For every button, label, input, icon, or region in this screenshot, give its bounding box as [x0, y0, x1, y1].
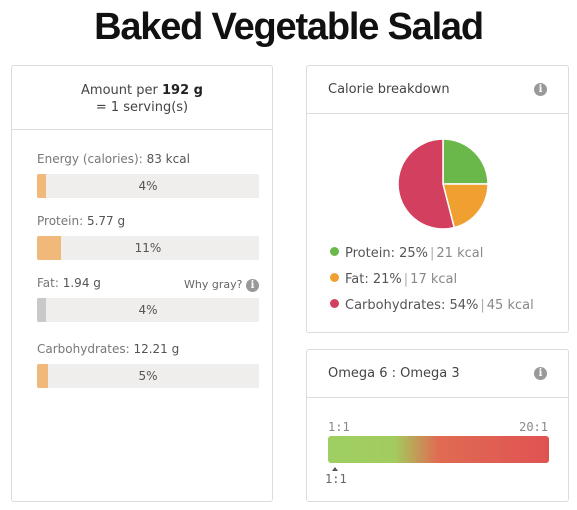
amount-prefix: Amount per [81, 83, 158, 98]
legend-carbohydrates: Carbohydrates: 54% | 45 kcal [330, 298, 534, 313]
scale-max-label: 20:1 [519, 420, 548, 434]
nutrient-label: Energy (calories): [37, 152, 143, 166]
scale-min-label: 1:1 [328, 420, 350, 434]
fat-dot [330, 273, 339, 282]
legend-label: Carbohydrates: [345, 298, 446, 313]
amount-weight: 192 g [162, 83, 203, 98]
nutrient-label: Fat: [37, 276, 59, 290]
omega-title: Omega 6 : Omega 3 [328, 366, 460, 381]
nutrient-label: Carbohydrates: [37, 342, 130, 356]
legend-percent: 54% [449, 298, 479, 313]
nutrient-value: 5.77 g [86, 214, 126, 228]
protein-bar-fill [37, 236, 62, 260]
omega-header: Omega 6 : Omega 3 i [307, 350, 568, 398]
fat-bar: 4% [37, 298, 259, 322]
omega-ratio-bar [328, 436, 549, 463]
pie-slice-protein [442, 138, 489, 185]
carbohydrates-dot [330, 299, 339, 308]
current-ratio-label: 1:1 [325, 472, 347, 486]
nutrient-energy: Energy (calories): 83 kcal 4% [37, 152, 259, 198]
carbohydrates-percent: 5% [138, 369, 158, 383]
legend-protein: Protein: 25% | 21 kcal [330, 246, 483, 261]
info-icon[interactable]: i [534, 83, 547, 96]
page-title: Baked Vegetable Salad [94, 6, 484, 48]
carbohydrates-bar: 5% [37, 364, 259, 388]
why-gray-label: Why gray? [184, 278, 243, 291]
legend-percent: 25% [399, 246, 428, 261]
protein-percent: 11% [134, 241, 162, 255]
fat-bar-fill [37, 298, 46, 322]
calorie-breakdown-panel: Calorie breakdown i Protein: 25% | 21 kcal… [306, 65, 569, 333]
nutrient-value: 12.21 g [133, 342, 180, 356]
legend-label: Protein: [345, 246, 395, 261]
serving-size: = 1 serving(s) [95, 100, 189, 115]
nutrition-panel: Amount per 192 g = 1 serving(s) Energy (… [11, 65, 273, 502]
energy-bar: 4% [37, 174, 259, 198]
nutrient-carbohydrates: Carbohydrates: 12.21 g 5% [37, 342, 259, 388]
nutrient-value: 83 kcal [146, 152, 190, 166]
energy-percent: 4% [138, 179, 158, 193]
legend-percent: 21% [372, 272, 402, 287]
legend-kcal: 45 kcal [486, 298, 534, 313]
nutrient-value: 1.94 g [62, 276, 101, 290]
nutrient-label: Protein: [37, 214, 84, 228]
omega-ratio-panel: Omega 6 : Omega 3 i 1:1 20:1 1:1 [306, 349, 569, 502]
legend-kcal: 17 kcal [410, 272, 458, 287]
nutrient-fat: Fat: 1.94 g Why gray? i 4% [37, 276, 259, 322]
protein-bar: 11% [37, 236, 259, 260]
fat-percent: 4% [138, 303, 158, 317]
info-icon[interactable]: i [534, 367, 547, 380]
protein-dot [330, 247, 339, 256]
legend-fat: Fat: 21% | 17 kcal [330, 272, 457, 287]
pie-slice-carbohydrates [397, 138, 456, 230]
info-icon[interactable]: i [246, 278, 259, 292]
energy-bar-fill [37, 174, 46, 198]
pie-slice-fat [442, 183, 489, 229]
carbohydrates-bar-fill [37, 364, 49, 388]
why-gray-link[interactable]: Why gray? i [184, 278, 259, 292]
nutrient-protein: Protein: 5.77 g 11% [37, 214, 259, 260]
legend-kcal: 21 kcal [436, 246, 484, 261]
calorie-pie-chart [397, 138, 489, 230]
ratio-marker-icon [332, 467, 338, 471]
legend-label: Fat: [345, 272, 369, 287]
calorie-breakdown-header: Calorie breakdown i [307, 66, 568, 114]
calorie-breakdown-title: Calorie breakdown [328, 82, 450, 97]
amount-header: Amount per 192 g = 1 serving(s) [12, 66, 272, 130]
